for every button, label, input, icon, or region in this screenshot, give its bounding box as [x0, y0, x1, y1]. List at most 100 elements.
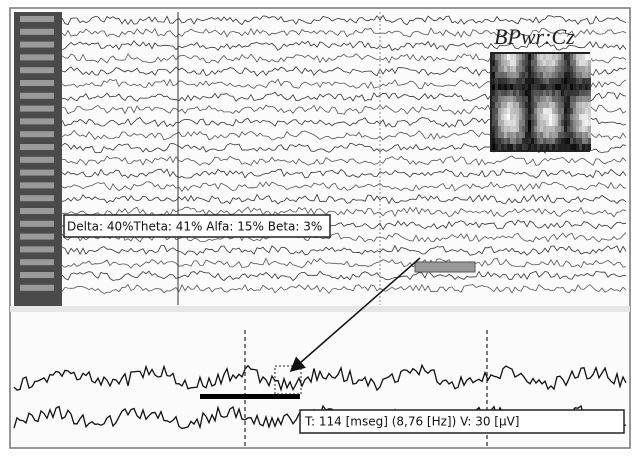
spectrogram-cell — [543, 54, 546, 60]
spectrogram-cell — [543, 144, 546, 150]
spectrogram-cell — [534, 84, 537, 90]
spectrogram-cell — [534, 78, 537, 84]
spectrogram-cell — [579, 120, 582, 126]
spectrogram-cell — [492, 102, 495, 108]
spectrogram-cell — [522, 108, 525, 114]
spectrogram-cell — [576, 66, 579, 72]
spectrogram-cell — [549, 108, 552, 114]
spectrogram-cell — [501, 132, 504, 138]
spectrogram-cell — [558, 78, 561, 84]
spectrogram-cell — [585, 72, 588, 78]
spectrogram-cell — [558, 144, 561, 150]
spectrogram-cell — [504, 54, 507, 60]
spectrogram-cell — [492, 138, 495, 144]
spectrogram-cell — [570, 120, 573, 126]
spectrogram-cell — [516, 114, 519, 120]
spectrogram-cell — [567, 114, 570, 120]
spectrogram-cell — [543, 66, 546, 72]
spectrogram-cell — [585, 120, 588, 126]
spectrogram-cell — [549, 90, 552, 96]
spectrogram-cell — [540, 84, 543, 90]
spectrogram-cell — [579, 126, 582, 132]
spectrogram-cell — [555, 102, 558, 108]
spectrogram-cell — [567, 108, 570, 114]
spectrogram-cell — [540, 120, 543, 126]
spectrogram-cell — [555, 84, 558, 90]
spectrogram-cell — [549, 126, 552, 132]
channel-tag — [20, 93, 54, 99]
spectrogram-cell — [504, 90, 507, 96]
spectrogram-cell — [588, 84, 591, 90]
spectrogram-cell — [495, 66, 498, 72]
spectrogram-cell — [537, 108, 540, 114]
spectrogram-cell — [522, 114, 525, 120]
spectrogram-cell — [513, 108, 516, 114]
spectrogram-cell — [549, 144, 552, 150]
spectrogram-cell — [552, 138, 555, 144]
spectrogram-cell — [549, 120, 552, 126]
spectrogram-cell — [501, 144, 504, 150]
spectrogram-cell — [564, 144, 567, 150]
spectrogram-cell — [573, 126, 576, 132]
spectrogram-cell — [510, 138, 513, 144]
spectrogram-cell — [522, 78, 525, 84]
spectrogram-cell — [519, 102, 522, 108]
spectrogram-cell — [501, 78, 504, 84]
spectrogram-cell — [582, 84, 585, 90]
spectrogram-cell — [507, 96, 510, 102]
spectrogram-cell — [513, 90, 516, 96]
spectrogram-cell — [555, 72, 558, 78]
spectrogram-cell — [564, 54, 567, 60]
spectrogram-cell — [516, 84, 519, 90]
spectrogram-cell — [585, 126, 588, 132]
spectrogram-cell — [501, 72, 504, 78]
spectrogram-cell — [519, 96, 522, 102]
spectrogram-cell — [573, 78, 576, 84]
spectrogram-cell — [558, 84, 561, 90]
spectrogram-cell — [579, 138, 582, 144]
channel-tag — [20, 29, 54, 35]
spectrogram-cell — [510, 72, 513, 78]
spectrogram-cell — [585, 138, 588, 144]
spectrogram-cell — [534, 60, 537, 66]
spectrogram-cell — [546, 144, 549, 150]
spectrogram-cell — [540, 72, 543, 78]
spectrogram-cell — [495, 138, 498, 144]
spectrogram-cell — [492, 108, 495, 114]
channel-tag — [20, 118, 54, 124]
spectrogram-cell — [504, 78, 507, 84]
spectrogram-cell — [561, 108, 564, 114]
spectrogram-cell — [495, 72, 498, 78]
spectrogram-cell — [507, 108, 510, 114]
spectrogram-cell — [582, 120, 585, 126]
spectrogram-cell — [549, 132, 552, 138]
channel-tag — [20, 208, 54, 214]
spectrogram-cell — [513, 96, 516, 102]
spectrogram-cell — [543, 114, 546, 120]
channel-tag — [20, 106, 54, 112]
spectrogram-cell — [576, 102, 579, 108]
spectrogram-cell — [573, 66, 576, 72]
spectrogram-cell — [540, 78, 543, 84]
spectrogram-cell — [579, 84, 582, 90]
spectrogram-cell — [540, 60, 543, 66]
spectrogram-cell — [579, 78, 582, 84]
spectrogram-cell — [579, 60, 582, 66]
spectrogram-cell — [516, 126, 519, 132]
spectrogram-cell — [498, 60, 501, 66]
spectrogram-cell — [546, 114, 549, 120]
spectrogram-cell — [576, 84, 579, 90]
spectrogram-cell — [543, 126, 546, 132]
spectrogram-cell — [552, 90, 555, 96]
spectrogram-cell — [504, 120, 507, 126]
spectrogram-cell — [507, 144, 510, 150]
spectrogram-cell — [522, 90, 525, 96]
spectrogram-cell — [582, 90, 585, 96]
spectrogram-cell — [588, 108, 591, 114]
spectrogram-cell — [567, 96, 570, 102]
spectrogram-cell — [582, 54, 585, 60]
spectrogram-cell — [534, 132, 537, 138]
spectrogram-cell — [525, 90, 528, 96]
spectrogram-cell — [501, 60, 504, 66]
spectrogram-cell — [495, 132, 498, 138]
